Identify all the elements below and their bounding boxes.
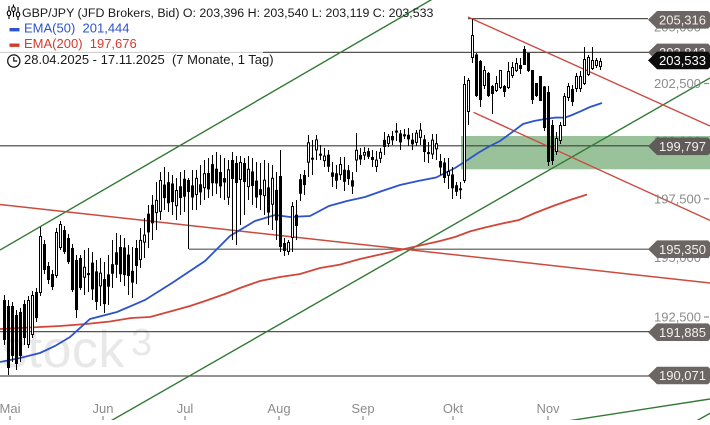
svg-text:199,797: 199,797 (659, 139, 706, 154)
svg-text:Aug: Aug (267, 401, 290, 416)
svg-text:202,500: 202,500 (654, 76, 701, 91)
svg-text:Mai: Mai (0, 401, 21, 416)
svg-text:190,071: 190,071 (659, 368, 706, 383)
svg-text:EMA(200) 197,676: EMA(200) 197,676 (24, 36, 137, 51)
svg-text:192,500: 192,500 (654, 310, 701, 325)
svg-text:Nov: Nov (536, 401, 560, 416)
svg-text:205,316: 205,316 (659, 13, 706, 28)
svg-text:197,500: 197,500 (654, 191, 701, 206)
svg-text:Okt: Okt (443, 401, 464, 416)
svg-text:3: 3 (131, 322, 152, 364)
svg-text:Jun: Jun (93, 401, 114, 416)
svg-text:28.04.2025 - 17.11.2025 (7 Mo: 28.04.2025 - 17.11.2025 (7 Monate, 1 Tag… (24, 52, 274, 67)
svg-text:Jul: Jul (177, 401, 194, 416)
svg-text:EMA(50) 201,444: EMA(50) 201,444 (24, 21, 130, 36)
svg-text:195,350: 195,350 (659, 242, 706, 257)
svg-text:191,885: 191,885 (659, 325, 706, 340)
svg-text:203,533: 203,533 (659, 53, 706, 68)
svg-text:Sep: Sep (351, 401, 374, 416)
svg-text:GBP/JPY (JFD Brokers, Bid) O:: GBP/JPY (JFD Brokers, Bid) O: 203,396 H:… (22, 6, 434, 20)
